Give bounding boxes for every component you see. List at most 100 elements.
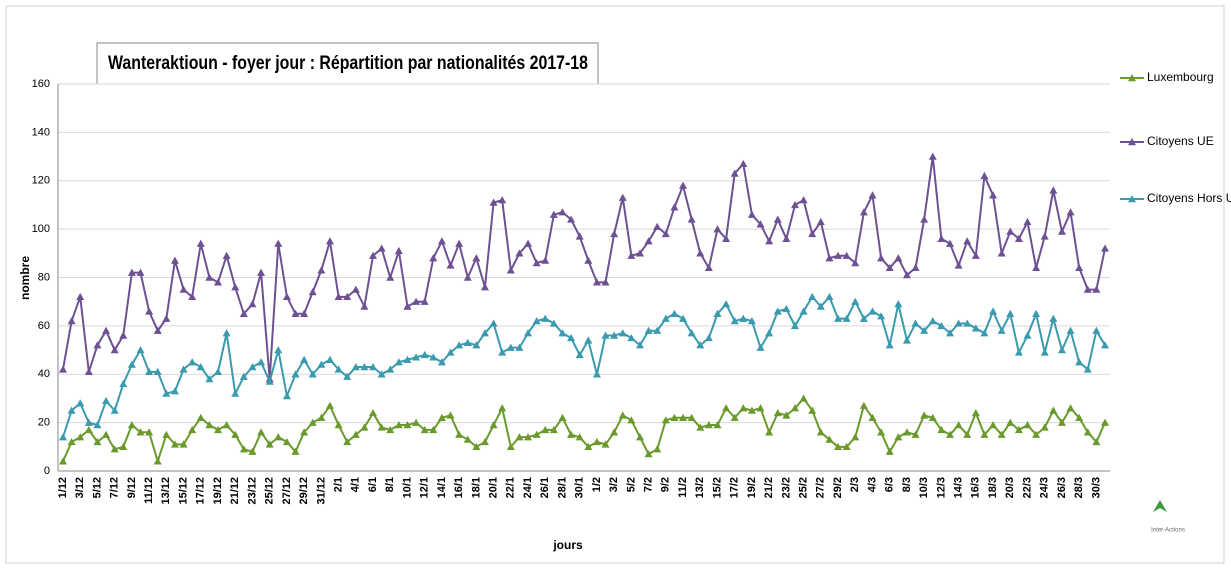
- data-point: [584, 256, 593, 264]
- data-point: [429, 425, 438, 434]
- data-point: [756, 220, 765, 228]
- data-point: [627, 416, 636, 424]
- data-point: [618, 411, 627, 419]
- data-point: [403, 421, 412, 429]
- data-point: [524, 329, 533, 337]
- data-point: [653, 326, 662, 334]
- data-point: [231, 283, 240, 291]
- data-point: [859, 208, 868, 216]
- x-tick-label: 9/12: [126, 477, 138, 498]
- x-tick-label: 12/1: [419, 477, 431, 498]
- x-tick-label: 20/3: [1004, 477, 1016, 498]
- data-point: [214, 367, 223, 376]
- data-point: [945, 430, 954, 438]
- data-point: [394, 358, 403, 366]
- data-point: [506, 266, 515, 274]
- data-point: [816, 428, 825, 436]
- data-point: [214, 278, 223, 286]
- x-tick-label: 28/1: [556, 477, 568, 498]
- data-point: [773, 408, 782, 417]
- chart-title: Wanteraktioun - foyer jour : Répartition…: [108, 53, 588, 74]
- data-point: [136, 268, 145, 276]
- data-point: [248, 447, 257, 455]
- data-point: [300, 355, 309, 363]
- data-point: [437, 237, 446, 245]
- data-point: [498, 404, 507, 412]
- data-point: [136, 428, 145, 436]
- data-point: [472, 254, 481, 262]
- data-point: [59, 457, 67, 465]
- data-point: [558, 329, 567, 337]
- data-point: [644, 450, 653, 458]
- data-point: [730, 169, 739, 177]
- data-point: [257, 358, 266, 366]
- data-point: [902, 428, 911, 436]
- data-point: [1006, 227, 1015, 235]
- data-point: [515, 343, 524, 351]
- data-point: [825, 254, 834, 262]
- data-point: [653, 222, 662, 230]
- data-point: [618, 193, 627, 201]
- data-point: [532, 258, 541, 267]
- data-point: [334, 365, 343, 373]
- data-point: [575, 433, 584, 441]
- data-point: [1066, 208, 1075, 216]
- data-point: [851, 433, 860, 441]
- x-tick-label: 30/3: [1090, 477, 1102, 498]
- data-point: [343, 437, 352, 446]
- data-point: [687, 413, 696, 421]
- data-point: [334, 421, 343, 429]
- data-point: [524, 433, 533, 441]
- data-point: [790, 200, 799, 209]
- x-tick-label: 4/1: [350, 477, 362, 492]
- data-point: [1101, 418, 1109, 426]
- data-point: [644, 237, 653, 245]
- data-point: [222, 251, 231, 259]
- data-point: [920, 411, 929, 419]
- data-point: [601, 440, 610, 448]
- x-tick-label: 21/2: [763, 477, 775, 498]
- x-tick-label: 16/1: [453, 477, 465, 498]
- data-point: [76, 292, 85, 301]
- data-point: [102, 430, 111, 438]
- data-point: [532, 430, 541, 438]
- x-tick-label: 3/2: [608, 477, 620, 492]
- data-point: [902, 336, 911, 344]
- data-point: [369, 408, 378, 417]
- x-tick-label: 18/3: [987, 477, 999, 498]
- data-point: [739, 314, 748, 322]
- y-tick-label: 120: [32, 175, 50, 187]
- x-tick-label: 12/3: [935, 477, 947, 498]
- x-tick-label: 24/1: [522, 477, 534, 498]
- data-point: [541, 425, 550, 434]
- data-point: [989, 191, 998, 199]
- data-point: [317, 413, 326, 421]
- data-point: [343, 372, 352, 380]
- data-point: [713, 309, 722, 317]
- title-box: [96, 42, 599, 85]
- data-point: [480, 283, 489, 291]
- data-point: [102, 396, 111, 405]
- data-point: [343, 292, 352, 301]
- data-point: [911, 263, 920, 272]
- data-point: [437, 358, 446, 366]
- data-point: [446, 348, 455, 356]
- data-point: [661, 314, 670, 322]
- data-point: [945, 239, 954, 247]
- data-point: [928, 413, 937, 421]
- data-point: [696, 249, 705, 257]
- data-point: [265, 440, 274, 448]
- data-point: [756, 343, 765, 351]
- data-point: [403, 302, 412, 310]
- data-point: [93, 437, 102, 446]
- data-point: [153, 326, 162, 334]
- data-point: [1066, 326, 1075, 334]
- data-point: [119, 379, 128, 388]
- data-point: [377, 370, 386, 378]
- data-point: [739, 159, 748, 168]
- data-point: [205, 421, 214, 429]
- x-tick-label: 23/2: [780, 477, 792, 498]
- data-point: [834, 314, 843, 322]
- legend-label: Citoyens Hors UE: [1147, 191, 1231, 205]
